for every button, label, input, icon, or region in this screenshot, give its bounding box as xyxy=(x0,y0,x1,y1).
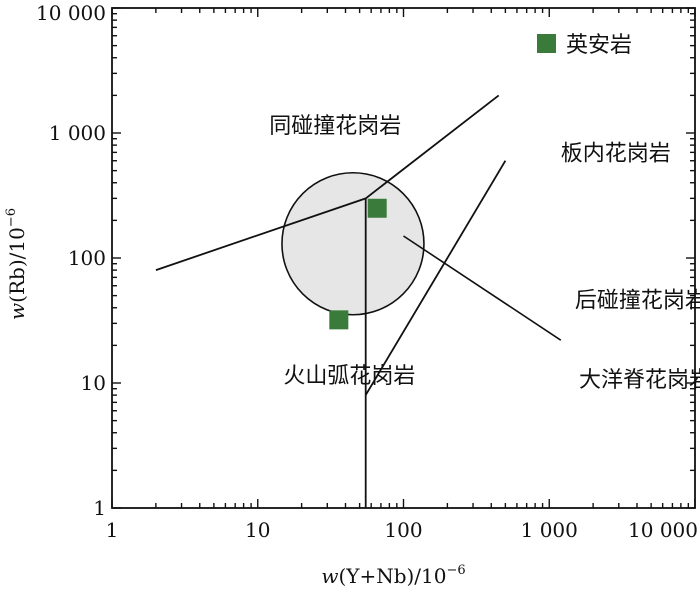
y-tick-label: 10 xyxy=(81,371,106,395)
legend-marker xyxy=(537,34,556,53)
x-tick-label: 1 000 xyxy=(521,518,578,542)
x-tick-label: 10 000 xyxy=(628,518,698,542)
region-label: 同碰撞花岗岩 xyxy=(269,114,401,139)
boundary-line-3 xyxy=(364,160,507,396)
field-boundaries xyxy=(155,94,507,508)
x-tick-label: 10 xyxy=(245,518,270,542)
axis-ticks: 1 10 100 1 000 10 000 1 10 100 1 000 10 000 xyxy=(36,1,698,542)
region-label: 板内花岗岩 xyxy=(561,142,671,167)
x-axis-title: w(Y+Nb)/10−6 xyxy=(321,563,465,588)
x-tick-label: 100 xyxy=(384,518,422,542)
legend-label: 英安岩 xyxy=(566,33,632,58)
post-collision-circle xyxy=(281,171,425,316)
region-label: 大洋脊花岗岩 xyxy=(579,368,700,393)
region-label: 后碰撞花岗岩 xyxy=(575,289,700,314)
legend: 英安岩 xyxy=(537,33,632,58)
y-tick-label: 10 000 xyxy=(36,1,106,25)
post-collision-leader-line xyxy=(403,235,562,341)
x-tick-label: 1 xyxy=(106,518,119,542)
data-points xyxy=(329,198,387,330)
data-point-square xyxy=(367,198,387,218)
data-point-square xyxy=(329,310,349,330)
plot-frame-border xyxy=(111,7,696,509)
axis-titles: w(Y+Nb)/10−6 w(Rb)/10−6 xyxy=(4,208,466,588)
y-tick-label: 100 xyxy=(68,246,106,270)
post-collision-field xyxy=(281,171,562,341)
y-tick-label: 1 000 xyxy=(49,121,106,145)
y-axis-title: w(Rb)/10−6 xyxy=(4,208,29,320)
region-label: 火山弧花岗岩 xyxy=(283,364,415,389)
plot-frame xyxy=(111,7,696,509)
y-tick-label: 1 xyxy=(93,496,106,520)
